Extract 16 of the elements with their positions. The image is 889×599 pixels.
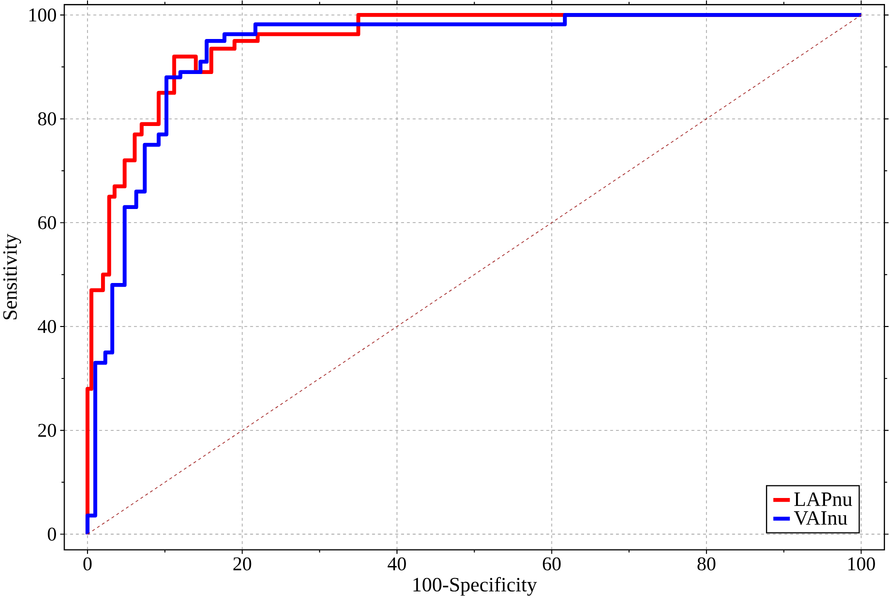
x-tick-label: 80 [698, 557, 716, 570]
x-axis-title: 100-Specificity [413, 577, 537, 596]
x-tick-label: 20 [233, 557, 252, 570]
y-tick-label: 60 [38, 216, 56, 230]
y-tick-label: 80 [38, 112, 56, 126]
x-tick-label: 60 [542, 557, 561, 570]
y-tick-label: 100 [29, 8, 56, 22]
y-tick-label: 0 [48, 528, 56, 541]
legend-label: VAInu [794, 511, 848, 525]
legend-label: LAPnu [794, 492, 852, 506]
y-tick-label: 20 [38, 424, 56, 437]
x-tick-label: 100 [848, 557, 875, 570]
x-tick-label: 0 [83, 557, 92, 570]
x-tick-label: 40 [388, 557, 406, 570]
y-tick-label: 40 [38, 320, 56, 334]
y-axis-title: Sensitivity [3, 234, 22, 320]
